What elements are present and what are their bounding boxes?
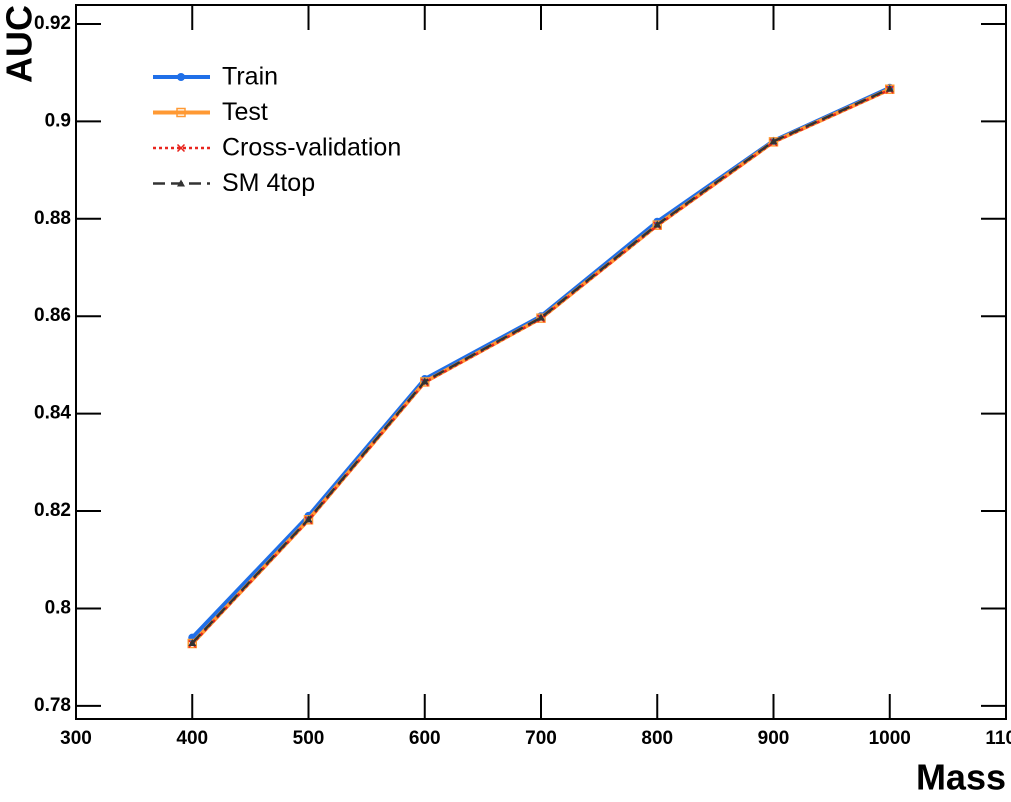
x-tick-label: 800 [641, 728, 673, 749]
x-tick-label: 700 [525, 728, 557, 749]
x-tick-label: 400 [176, 728, 208, 749]
data-point [188, 639, 197, 647]
legend-label: SM 4top [222, 169, 315, 197]
y-tick-label: 0.92 [34, 13, 71, 34]
legend-marker [177, 179, 185, 187]
legend-label: Train [222, 63, 278, 91]
x-tick-label: 500 [293, 728, 325, 749]
data-point [653, 220, 662, 228]
y-tick-label: 0.86 [34, 305, 71, 326]
data-point [537, 313, 545, 321]
x-tick-label: 600 [409, 728, 441, 749]
x-tick-label: 300 [60, 728, 92, 749]
y-tick-label: 0.9 [45, 110, 71, 131]
y-tick-label: 0.88 [34, 208, 71, 229]
x-tick-label: 900 [758, 728, 790, 749]
x-tick-label: 1000 [869, 728, 911, 749]
legend-label: Test [222, 98, 268, 126]
legend-label: Cross-validation [222, 134, 401, 162]
y-tick-label: 0.78 [34, 695, 71, 716]
data-point [769, 137, 778, 145]
data-point [885, 84, 894, 92]
legend-marker [176, 107, 186, 118]
y-axis-title: AUC [0, 5, 40, 83]
x-axis-title: Mass [916, 757, 1006, 798]
y-tick-label: 0.82 [34, 500, 71, 521]
x-tick-label: 1100 [985, 728, 1011, 749]
legend-marker [177, 73, 185, 81]
y-tick-label: 0.8 [45, 597, 71, 618]
y-tick-label: 0.84 [34, 403, 71, 424]
data-point [420, 377, 429, 385]
data-point [304, 515, 313, 523]
legend-marker [176, 143, 186, 153]
